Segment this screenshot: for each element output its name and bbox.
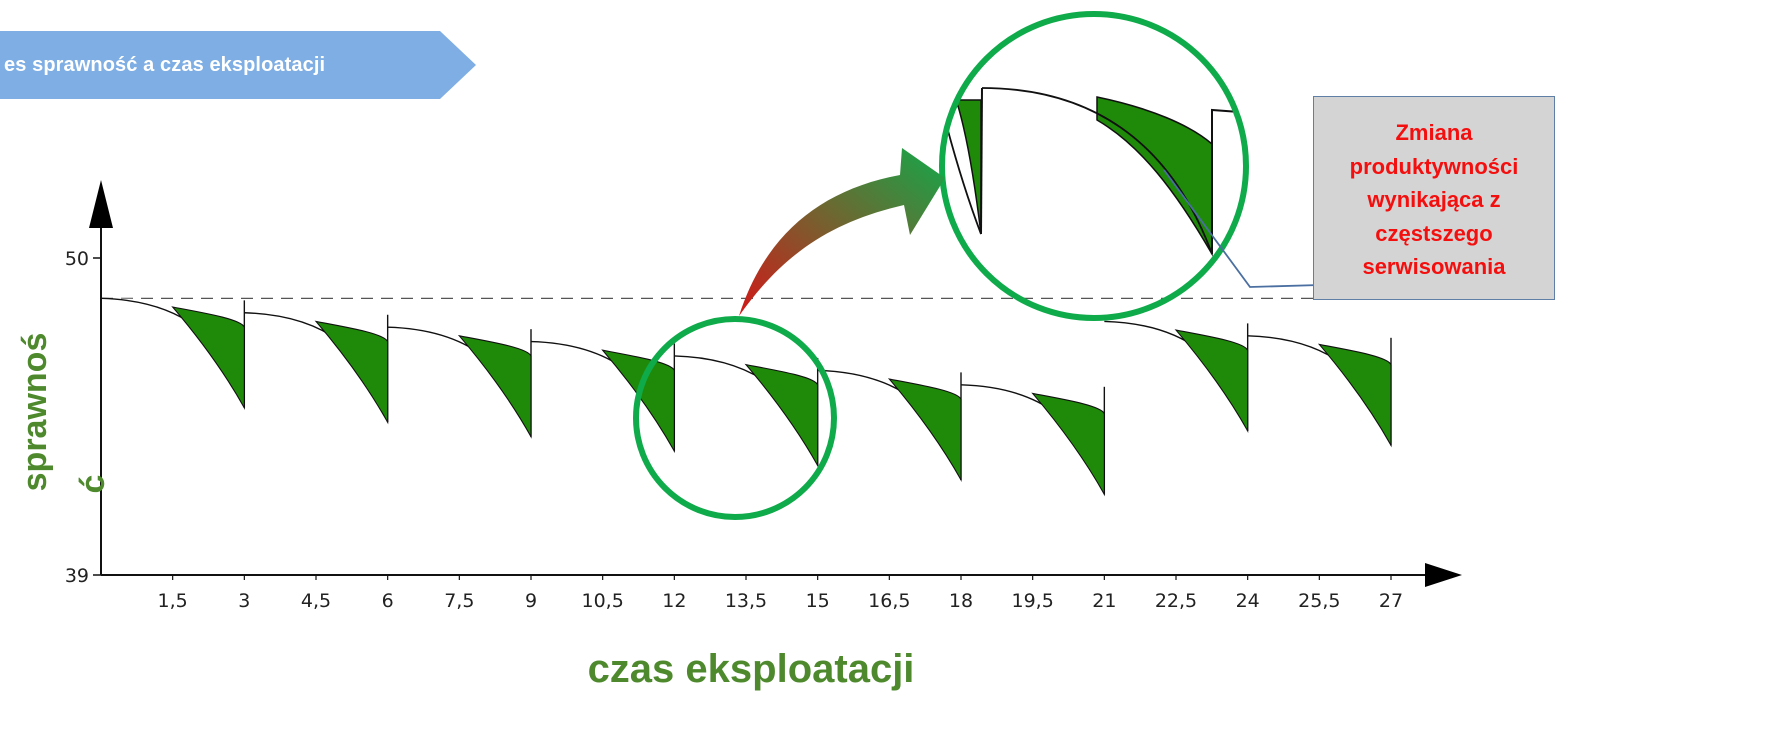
x-tick-label: 4,5 [301,590,331,612]
x-tick-label: 12 [662,590,686,612]
green-area-2 [314,320,389,425]
x-tick-label: 16,5 [868,590,910,612]
green-area-7 [1031,392,1105,497]
green-area-1 [171,306,245,410]
callout-line-4: częstszego [1375,220,1493,246]
x-tick-label: 10,5 [582,590,624,612]
zoom-arrow [739,148,945,316]
callout-line-3: wynikająca z [1367,187,1501,213]
green-area-3 [457,334,532,439]
y-tick-label: 50 [65,248,89,270]
zoom-curve-main [981,87,1213,255]
title-text: es sprawność a czas eksploatacji [4,53,326,76]
x-tick-label: 13,5 [725,590,767,612]
zoom-detail [944,87,1241,257]
x-tick-label: 15 [806,590,830,612]
callout-box: Zmiana produktywności wynikająca z częst… [1313,96,1555,300]
y-axis-label-line-2: ć [74,475,112,494]
x-tick-label: 27 [1379,590,1403,612]
callout-leader-line [1163,169,1321,288]
x-axis-arrow [1425,563,1462,587]
small-magnifier-circle [633,316,837,520]
zoom-drop-1 [980,87,983,235]
green-area-4 [601,349,675,454]
callout-line-5: serwisowania [1362,254,1506,280]
x-tick-label: 1,5 [158,590,188,612]
x-tick-label: 3 [238,590,250,612]
x-tick-label: 25,5 [1298,590,1340,612]
callout-line-1: Zmiana [1395,120,1473,146]
y-axis-label-line-1: sprawnoś [16,333,54,492]
x-axis-label: czas eksploatacji [588,647,915,691]
zoom-drop-2 [1211,108,1241,254]
x-tick-label: 9 [525,590,537,612]
green-area-6 [887,378,962,483]
green-area-8 [1174,329,1249,434]
green-area-9 [1317,343,1392,448]
x-tick-label: 19,5 [1012,590,1054,612]
x-tick-label: 21 [1092,590,1116,612]
y-axis-arrow [89,180,113,228]
x-tick-label: 6 [382,590,394,612]
title-banner: es sprawność a czas eksploatacji [0,31,476,99]
y-tick-label: 39 [65,565,89,587]
x-tick-label: 18 [949,590,973,612]
x-tick-label: 24 [1236,590,1260,612]
x-tick-label: 7,5 [444,590,474,612]
green-area-5 [744,363,819,468]
large-magnifier-circle [939,11,1249,321]
callout-line-2: produktywności [1349,153,1519,179]
x-tick-label: 22,5 [1155,590,1197,612]
